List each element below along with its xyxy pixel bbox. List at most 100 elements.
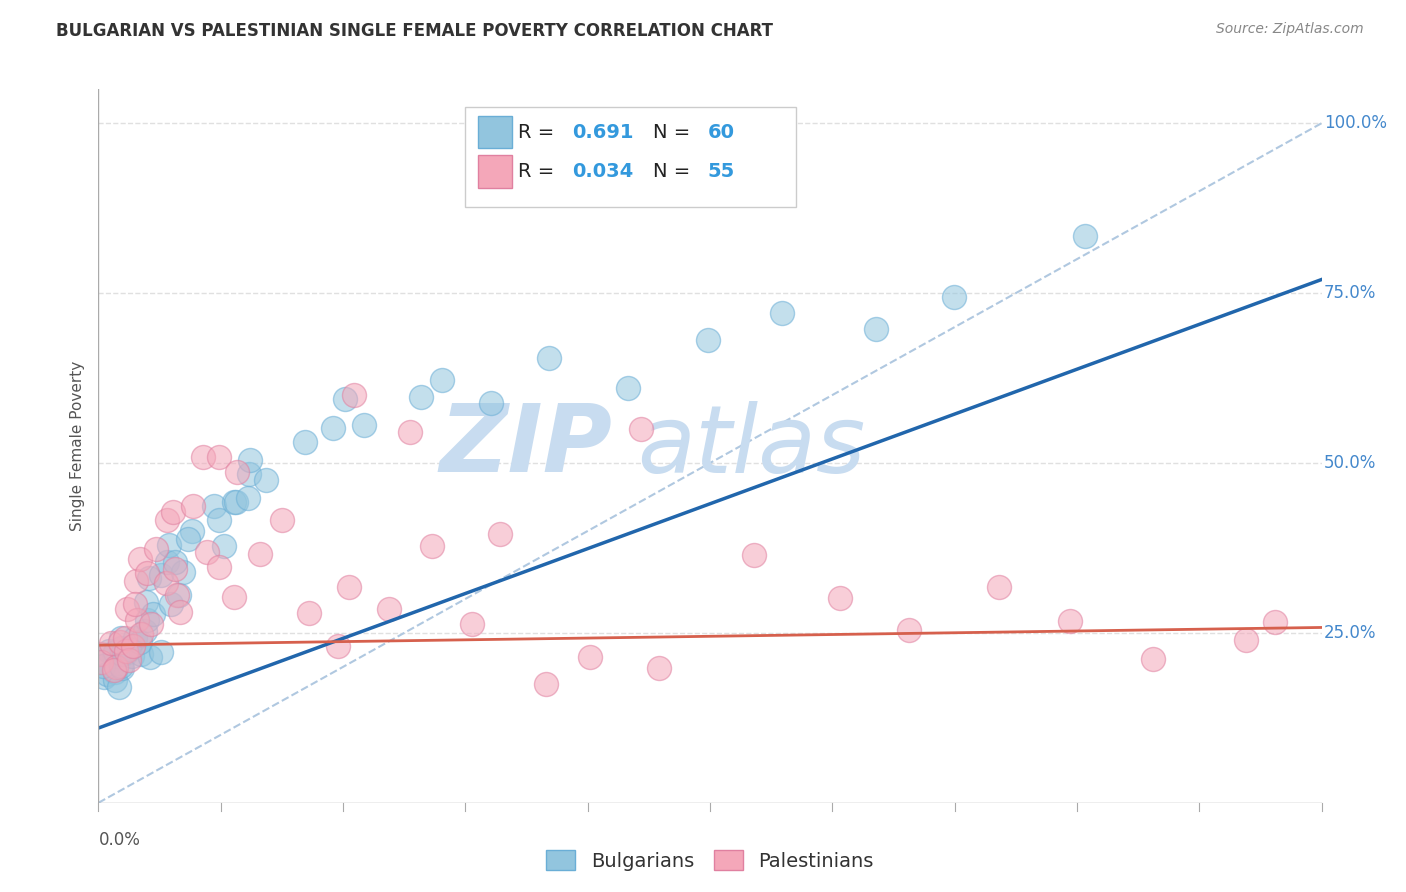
Point [156, 513, 179, 527]
Point [139, 649, 162, 664]
Point [118, 653, 141, 667]
Point [898, 624, 921, 638]
Point [337, 580, 360, 594]
Point [536, 677, 558, 691]
Point [157, 538, 180, 552]
Point [149, 644, 172, 658]
Point [138, 571, 160, 585]
Point [108, 635, 131, 649]
Y-axis label: Single Female Poverty: Single Female Poverty [69, 361, 84, 531]
Point [149, 567, 172, 582]
Point [195, 545, 218, 559]
Point [353, 417, 375, 432]
Point [322, 421, 344, 435]
Point [461, 616, 484, 631]
Point [162, 505, 184, 519]
Point [489, 527, 512, 541]
Point [770, 306, 793, 320]
Point [135, 566, 157, 580]
Point [104, 660, 127, 674]
Point [90, 655, 112, 669]
Point [156, 555, 179, 569]
Point [943, 290, 966, 304]
Point [115, 644, 138, 658]
Point [135, 595, 157, 609]
Point [630, 422, 652, 436]
Point [166, 589, 188, 603]
Point [579, 649, 602, 664]
Point [155, 575, 177, 590]
Point [124, 631, 146, 645]
Point [114, 631, 136, 645]
Point [103, 663, 125, 677]
Text: N =: N = [652, 161, 696, 181]
Point [432, 373, 454, 387]
Text: 50.0%: 50.0% [1324, 454, 1376, 472]
Point [537, 351, 560, 365]
Point [238, 491, 260, 505]
Point [111, 661, 134, 675]
Point [136, 613, 159, 627]
Point [1234, 632, 1257, 647]
Point [96, 667, 118, 681]
Point [118, 642, 141, 657]
Point [828, 591, 851, 605]
Point [121, 649, 143, 664]
Point [93, 670, 115, 684]
Point [409, 390, 432, 404]
Point [177, 532, 200, 546]
Point [94, 648, 117, 663]
Text: 25.0%: 25.0% [1324, 624, 1376, 642]
Text: atlas: atlas [637, 401, 865, 491]
Point [207, 513, 229, 527]
FancyBboxPatch shape [478, 116, 512, 148]
Point [91, 658, 114, 673]
Text: 0.034: 0.034 [572, 161, 633, 181]
FancyBboxPatch shape [478, 155, 512, 187]
Point [1059, 614, 1081, 628]
Point [110, 658, 132, 673]
Point [122, 639, 145, 653]
Point [172, 565, 194, 579]
Point [181, 524, 204, 539]
Point [134, 624, 156, 638]
Point [110, 648, 132, 662]
Point [89, 647, 111, 661]
Text: 0.691: 0.691 [572, 122, 633, 142]
Point [208, 450, 231, 464]
Text: N =: N = [652, 122, 696, 142]
Point [222, 591, 245, 605]
Point [142, 607, 165, 621]
Point [239, 453, 262, 467]
Point [212, 540, 235, 554]
Point [697, 333, 720, 347]
Text: BULGARIAN VS PALESTINIAN SINGLE FEMALE POVERTY CORRELATION CHART: BULGARIAN VS PALESTINIAN SINGLE FEMALE P… [56, 22, 773, 40]
FancyBboxPatch shape [465, 107, 796, 207]
Point [129, 551, 152, 566]
Text: 60: 60 [707, 122, 734, 142]
Point [159, 597, 181, 611]
Point [104, 665, 127, 679]
Text: Source: ZipAtlas.com: Source: ZipAtlas.com [1216, 22, 1364, 37]
Point [1074, 229, 1097, 244]
Point [107, 680, 129, 694]
Point [125, 574, 148, 589]
Point [202, 499, 225, 513]
Point [115, 602, 138, 616]
Text: ZIP: ZIP [439, 400, 612, 492]
Point [249, 547, 271, 561]
Point [139, 616, 162, 631]
Point [129, 634, 152, 648]
Point [225, 494, 247, 508]
Point [648, 661, 671, 675]
Text: 0.0%: 0.0% [98, 831, 141, 849]
Point [333, 392, 356, 407]
Point [163, 555, 186, 569]
Point [294, 434, 316, 449]
Point [479, 396, 502, 410]
Point [988, 580, 1011, 594]
Point [124, 597, 146, 611]
Legend: Bulgarians, Palestinians: Bulgarians, Palestinians [538, 843, 882, 879]
Text: 55: 55 [707, 161, 735, 181]
Point [238, 467, 260, 482]
